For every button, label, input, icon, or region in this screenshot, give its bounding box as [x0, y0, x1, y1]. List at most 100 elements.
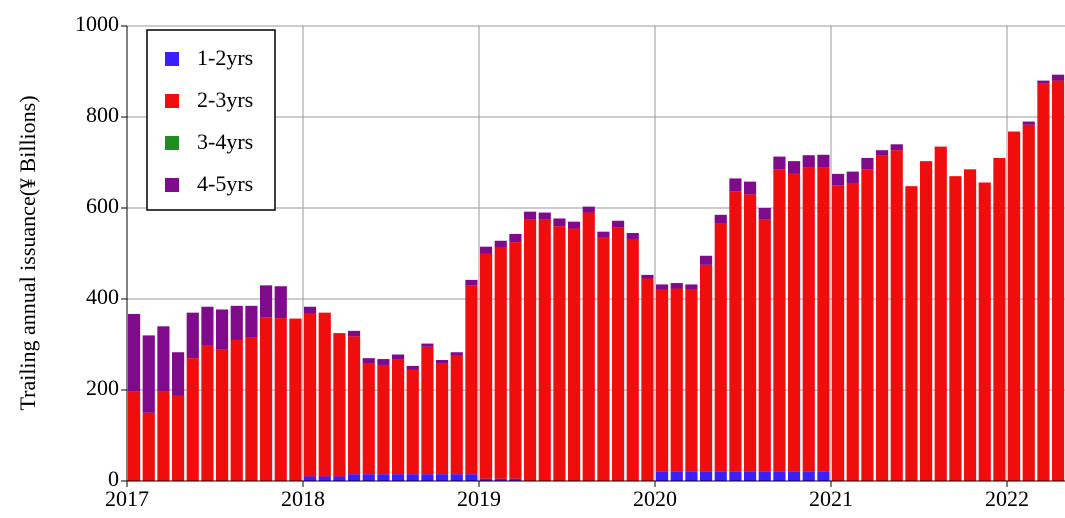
bar-segment [318, 312, 331, 477]
bar-segment [362, 358, 375, 364]
legend-swatch [165, 52, 179, 66]
legend-swatch [165, 178, 179, 192]
bar-segment [656, 471, 669, 481]
bar-segment [318, 476, 331, 481]
bar-segment [465, 279, 478, 286]
legend-label: 4-5yrs [197, 171, 253, 196]
bar-segment [392, 354, 405, 360]
bar-segment [128, 314, 141, 392]
bar-segment [172, 352, 185, 396]
bar-segment [362, 474, 375, 481]
bar-segment [392, 474, 405, 481]
bar-segment [685, 288, 698, 472]
bar-segment [597, 231, 610, 238]
bar-segment [729, 191, 742, 472]
bar-segment [304, 306, 317, 314]
bar-segment [230, 305, 243, 340]
bar-segment [450, 352, 463, 356]
legend-swatch [165, 136, 179, 150]
bar-segment [157, 326, 170, 392]
bar-segment [568, 228, 581, 481]
bar-segment [758, 208, 771, 220]
bar-segment [1052, 74, 1065, 81]
x-tick-label: 2017 [105, 486, 149, 511]
y-axis-label: Trailing annual issuance(¥ Billions) [15, 95, 40, 410]
bar-segment [480, 246, 493, 254]
bar-segment [289, 318, 302, 481]
bar-segment [714, 214, 727, 224]
legend-label: 2-3yrs [197, 87, 253, 112]
bar-segment [920, 161, 933, 481]
bar-segment [758, 219, 771, 472]
bar-segment [128, 391, 141, 481]
bar-segment [377, 359, 390, 365]
bar-segment [832, 185, 845, 481]
bar-segment [348, 330, 361, 337]
bar-segment [788, 173, 801, 472]
bar-segment [142, 335, 155, 413]
bar-segment [245, 337, 258, 481]
bar-segment [582, 212, 595, 482]
x-tick-label: 2021 [809, 486, 853, 511]
legend-label: 1-2yrs [197, 45, 253, 70]
bar-segment [773, 471, 786, 481]
bar-segment [964, 169, 977, 481]
bar-segment [509, 233, 522, 243]
bar-segment [465, 285, 478, 475]
bar-segment [846, 182, 859, 481]
bar-segment [509, 478, 522, 481]
axes: 0 200 400 600 800 1000 2017 2018 2019 2020 2021 202… [75, 11, 1065, 511]
bar-segment [274, 286, 287, 319]
bar-segment [656, 284, 669, 290]
bar-segment [377, 474, 390, 481]
bar-segment [788, 161, 801, 174]
y-tick-label: 0 [108, 466, 119, 491]
bar-segment [978, 182, 991, 481]
y-tick-label: 400 [86, 284, 119, 309]
bar-segment [597, 237, 610, 481]
bar-segment [421, 474, 434, 481]
bar-segment [685, 471, 698, 481]
bar-segment [216, 349, 229, 481]
bar-segment [582, 206, 595, 213]
bar-segment [612, 220, 625, 228]
bar-segment [377, 364, 390, 475]
bar-segment [700, 264, 713, 472]
bar-segment [626, 233, 639, 240]
bar-segment [641, 274, 654, 279]
bar-segment [480, 253, 493, 479]
legend-swatch [165, 94, 179, 108]
bar-segment [700, 255, 713, 265]
bar-segment [348, 336, 361, 475]
bar-segment [802, 155, 815, 168]
bar-segment [480, 478, 493, 481]
bar-segment [876, 150, 889, 156]
y-tick-label: 600 [86, 193, 119, 218]
bar-segment [890, 144, 903, 151]
bar-segment [421, 346, 434, 475]
bar-segment [436, 474, 449, 481]
bar-segment [172, 395, 185, 481]
bar-segment [553, 218, 566, 227]
bar-segment [714, 471, 727, 481]
bar-segment [157, 391, 170, 481]
bar-segment [333, 333, 346, 477]
bar-segment [670, 471, 683, 481]
bar-segment [450, 474, 463, 481]
bar-segment [260, 285, 273, 318]
x-tick-label: 2020 [633, 486, 677, 511]
bar-segment [744, 181, 757, 195]
bar-segment [729, 471, 742, 481]
bar-segment [1037, 83, 1050, 481]
y-tick-label: 1000 [75, 11, 119, 36]
bar-segment [216, 309, 229, 350]
bar-segment [1052, 80, 1065, 481]
bar-segment [641, 278, 654, 481]
bar-segment [832, 173, 845, 186]
bar-segment [142, 412, 155, 481]
bar-segment [758, 471, 771, 481]
bar-segment [612, 227, 625, 481]
bar-segment [817, 154, 830, 168]
bar-segment [186, 358, 199, 481]
